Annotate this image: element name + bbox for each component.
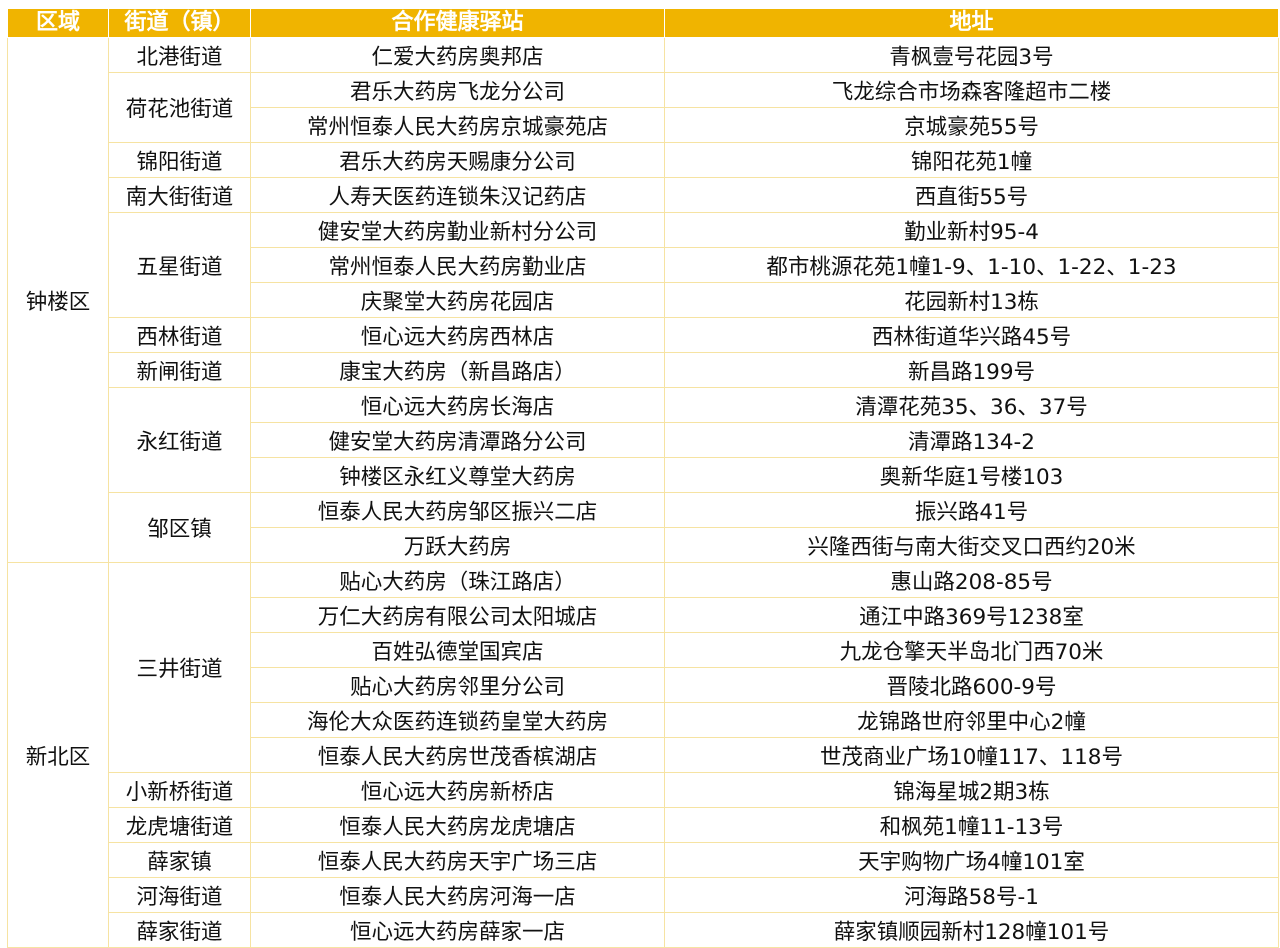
- address-cell: 和枫苑1幢11-13号: [664, 807, 1279, 843]
- station-cell: 常州恒泰人民大药房京城豪苑店: [250, 107, 665, 143]
- address-cell: 天宇购物广场4幢101室: [664, 842, 1279, 878]
- station-cell: 君乐大药房飞龙分公司: [250, 72, 665, 108]
- address-cell: 河海路58号-1: [664, 877, 1279, 913]
- street-cell: 西林街道: [108, 317, 251, 353]
- station-cell: 康宝大药房（新昌路店）: [250, 352, 665, 388]
- street-cell: 永红街道: [108, 387, 251, 493]
- address-cell: 晋陵北路600-9号: [664, 667, 1279, 703]
- table-row: 西林街道 恒心远大药房西林店 西林街道华兴路45号: [8, 317, 1279, 353]
- table-row: 恒泰人民大药房世茂香槟湖店 世茂商业广场10幢117、118号: [8, 737, 1279, 773]
- address-cell: 新昌路199号: [664, 352, 1279, 388]
- table-row: 钟楼区 北港街道 仁爱大药房奥邦店 青枫壹号花园3号: [7, 37, 1279, 563]
- station-cell: 钟楼区永红义尊堂大药房: [250, 457, 665, 493]
- table-row: 永红街道 恒心远大药房长海店 清潭花苑35、36、37号: [8, 387, 1279, 493]
- table-row: 锦阳街道 君乐大药房天赐康分公司 锦阳花苑1幢: [8, 142, 1279, 178]
- street-cell: 小新桥街道: [108, 772, 251, 808]
- table-row: 百姓弘德堂国宾店 九龙仓擎天半岛北门西70米: [8, 632, 1279, 668]
- table-row: 薛家街道 恒心远大药房薛家一店 薛家镇顺园新村128幢101号: [8, 912, 1279, 948]
- address-cell: 勤业新村95-4: [664, 212, 1279, 248]
- table-row: 新北区 三井街道 贴心大药房（珠江路店） 惠山路208-85号: [7, 562, 1279, 948]
- table-row: 河海街道 恒泰人民大药房河海一店 河海路58号-1: [8, 877, 1279, 913]
- address-cell: 九龙仓擎天半岛北门西70米: [664, 632, 1279, 668]
- address-cell: 清潭路134-2: [664, 422, 1279, 458]
- address-cell: 西林街道华兴路45号: [664, 317, 1279, 353]
- station-cell: 恒泰人民大药房世茂香槟湖店: [250, 737, 665, 773]
- station-cell: 君乐大药房天赐康分公司: [250, 142, 665, 178]
- table-row: 万仁大药房有限公司太阳城店 通江中路369号1238室: [8, 597, 1279, 633]
- table-row: 邹区镇 恒泰人民大药房邹区振兴二店 振兴路41号: [8, 492, 1279, 563]
- station-cell: 仁爱大药房奥邦店: [250, 37, 665, 73]
- address-cell: 奥新华庭1号楼103: [664, 457, 1279, 493]
- header-district: 区域: [7, 8, 109, 38]
- table-row: 小新桥街道 恒心远大药房新桥店 锦海星城2期3栋: [8, 772, 1279, 808]
- address-cell: 京城豪苑55号: [664, 107, 1279, 143]
- street-cell: 邹区镇: [108, 492, 251, 563]
- address-cell: 飞龙综合市场森客隆超市二楼: [664, 72, 1279, 108]
- station-cell: 恒泰人民大药房河海一店: [250, 877, 665, 913]
- address-cell: 都市桃源花苑1幢1-9、1-10、1-22、1-23: [664, 247, 1279, 283]
- station-cell: 恒心远大药房长海店: [250, 387, 665, 423]
- station-cell: 恒心远大药房新桥店: [250, 772, 665, 808]
- address-cell: 锦海星城2期3栋: [664, 772, 1279, 808]
- district-cell: 钟楼区: [7, 37, 109, 563]
- station-cell: 健安堂大药房勤业新村分公司: [250, 212, 665, 248]
- address-cell: 花园新村13栋: [664, 282, 1279, 318]
- address-cell: 青枫壹号花园3号: [664, 37, 1279, 73]
- table-row: 南大街街道 人寿天医药连锁朱汉记药店 西直街55号: [8, 177, 1279, 213]
- street-cell: 河海街道: [108, 877, 251, 913]
- header-row: 区域 街道（镇） 合作健康驿站 地址: [7, 8, 1279, 38]
- street-cell: 龙虎塘街道: [108, 807, 251, 843]
- street-cell: 荷花池街道: [108, 72, 251, 143]
- street-cell: 南大街街道: [108, 177, 251, 213]
- station-cell: 人寿天医药连锁朱汉记药店: [250, 177, 665, 213]
- address-cell: 兴隆西街与南大街交叉口西约20米: [664, 527, 1279, 563]
- address-cell: 龙锦路世府邻里中心2幢: [664, 702, 1279, 738]
- health-station-table: 区域 街道（镇） 合作健康驿站 地址 钟楼区 北港街道 仁爱大药房奥邦店 青枫壹号花园…: [7, 8, 1279, 948]
- table-body: 钟楼区 北港街道 仁爱大药房奥邦店 青枫壹号花园3号 荷花池街道 君乐大药房飞龙分公司 飞龙…: [7, 37, 1279, 948]
- address-cell: 锦阳花苑1幢: [664, 142, 1279, 178]
- street-cell: 三井街道: [108, 562, 251, 773]
- header-station: 合作健康驿站: [250, 8, 665, 38]
- header-street: 街道（镇）: [108, 8, 251, 38]
- station-cell: 庆聚堂大药房花园店: [250, 282, 665, 318]
- district-cell: 新北区: [7, 562, 109, 948]
- station-cell: 恒泰人民大药房邹区振兴二店: [250, 492, 665, 528]
- address-cell: 世茂商业广场10幢117、118号: [664, 737, 1279, 773]
- table-row: 荷花池街道 君乐大药房飞龙分公司 飞龙综合市场森客隆超市二楼: [8, 72, 1279, 143]
- station-cell: 恒泰人民大药房龙虎塘店: [250, 807, 665, 843]
- station-cell: 常州恒泰人民大药房勤业店: [250, 247, 665, 283]
- table-row: 海伦大众医药连锁药皇堂大药房 龙锦路世府邻里中心2幢: [8, 702, 1279, 738]
- street-cell: 锦阳街道: [108, 142, 251, 178]
- station-cell: 海伦大众医药连锁药皇堂大药房: [250, 702, 665, 738]
- table-row: 万跃大药房 兴隆西街与南大街交叉口西约20米: [8, 527, 1279, 563]
- address-cell: 惠山路208-85号: [664, 562, 1279, 598]
- table-row: 五星街道 健安堂大药房勤业新村分公司 勤业新村95-4: [8, 212, 1279, 318]
- table-row: 新闸街道 康宝大药房（新昌路店） 新昌路199号: [8, 352, 1279, 388]
- table-row: 龙虎塘街道 恒泰人民大药房龙虎塘店 和枫苑1幢11-13号: [8, 807, 1279, 843]
- address-cell: 通江中路369号1238室: [664, 597, 1279, 633]
- station-cell: 万跃大药房: [250, 527, 665, 563]
- table-row: 贴心大药房邻里分公司 晋陵北路600-9号: [8, 667, 1279, 703]
- street-cell: 薛家镇: [108, 842, 251, 878]
- table-row: 常州恒泰人民大药房京城豪苑店 京城豪苑55号: [8, 107, 1279, 143]
- table-row: 薛家镇 恒泰人民大药房天宇广场三店 天宇购物广场4幢101室: [8, 842, 1279, 878]
- station-cell: 健安堂大药房清潭路分公司: [250, 422, 665, 458]
- street-cell: 北港街道: [108, 37, 251, 73]
- station-cell: 恒泰人民大药房天宇广场三店: [250, 842, 665, 878]
- street-cell: 五星街道: [108, 212, 251, 318]
- station-cell: 百姓弘德堂国宾店: [250, 632, 665, 668]
- street-cell: 新闸街道: [108, 352, 251, 388]
- table-row: 钟楼区永红义尊堂大药房 奥新华庭1号楼103: [8, 457, 1279, 493]
- header-address: 地址: [664, 8, 1279, 38]
- address-cell: 西直街55号: [664, 177, 1279, 213]
- street-cell: 薛家街道: [108, 912, 251, 948]
- station-cell: 贴心大药房邻里分公司: [250, 667, 665, 703]
- station-cell: 贴心大药房（珠江路店）: [250, 562, 665, 598]
- station-cell: 恒心远大药房西林店: [250, 317, 665, 353]
- station-cell: 万仁大药房有限公司太阳城店: [250, 597, 665, 633]
- address-cell: 薛家镇顺园新村128幢101号: [664, 912, 1279, 948]
- station-cell: 恒心远大药房薛家一店: [250, 912, 665, 948]
- address-cell: 清潭花苑35、36、37号: [664, 387, 1279, 423]
- address-cell: 振兴路41号: [664, 492, 1279, 528]
